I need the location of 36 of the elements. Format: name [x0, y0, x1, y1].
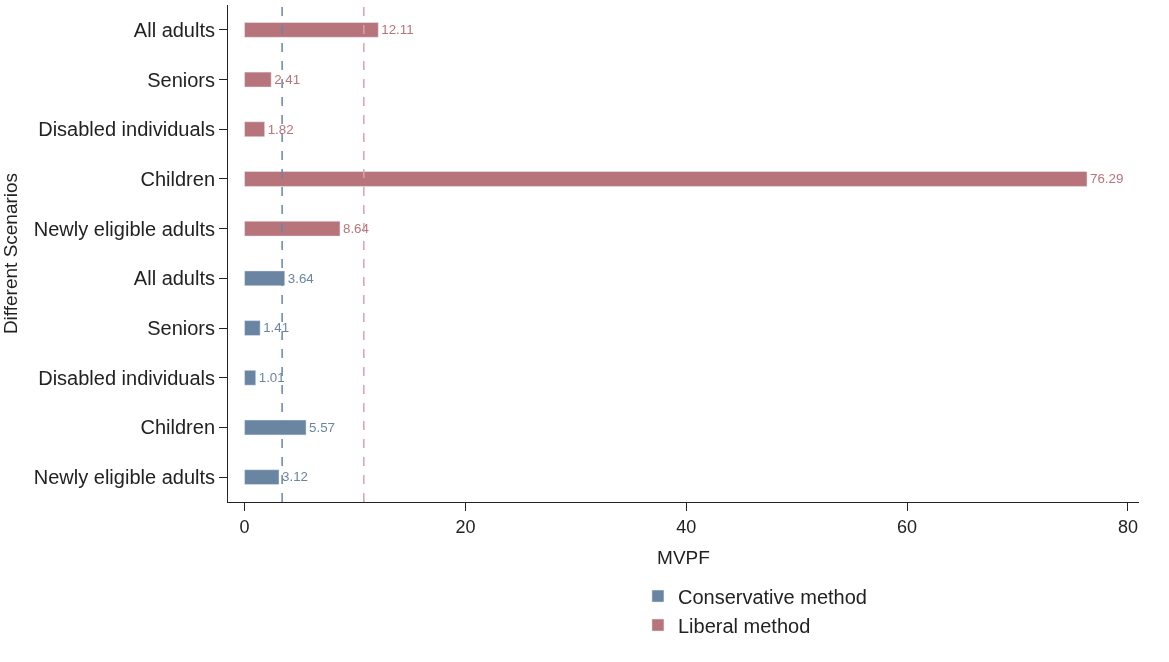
y-tick-label: Seniors — [147, 317, 215, 340]
y-tick-label: Disabled individuals — [38, 118, 215, 141]
data-label: 76.29 — [1090, 171, 1124, 187]
x-tick-label: 20 — [455, 516, 476, 537]
bar — [244, 22, 379, 38]
data-label: 3.64 — [287, 270, 315, 286]
y-tick-label: Children — [140, 416, 215, 439]
y-tick-label: All adults — [133, 267, 215, 290]
x-tick-label: 60 — [897, 516, 918, 537]
bar — [244, 370, 256, 386]
y-tick-label: Children — [140, 167, 215, 190]
y-tick-label: Newly eligible adults — [33, 466, 215, 489]
y-axis-title: Different Scenarios — [0, 172, 21, 335]
data-label: 1.01 — [258, 370, 285, 386]
y-tick-label: Disabled individuals — [38, 366, 215, 389]
data-label: 1.41 — [263, 320, 290, 336]
x-tick-label: 0 — [239, 516, 250, 537]
data-label: 3.12 — [282, 469, 308, 485]
legend-label: Liberal method — [677, 614, 811, 637]
data-label: 2.41 — [274, 71, 301, 87]
bar — [244, 71, 272, 88]
data-label: 5.57 — [309, 419, 336, 435]
bar — [244, 320, 261, 336]
bar — [244, 121, 265, 137]
data-label: 8.64 — [342, 220, 370, 236]
y-tick-label: Seniors — [147, 68, 215, 91]
data-label: 1.82 — [267, 121, 294, 137]
data-label: 12.11 — [381, 22, 414, 38]
bar — [244, 171, 1088, 187]
x-tick-label: 40 — [676, 516, 697, 537]
x-axis-title: MVPF — [657, 547, 710, 569]
x-tick-label: 80 — [1117, 516, 1138, 537]
y-tick-label: Newly eligible adults — [33, 217, 215, 240]
y-tick-label: All adults — [133, 18, 215, 41]
legend-label: Conservative method — [677, 585, 867, 608]
bar — [244, 220, 341, 237]
